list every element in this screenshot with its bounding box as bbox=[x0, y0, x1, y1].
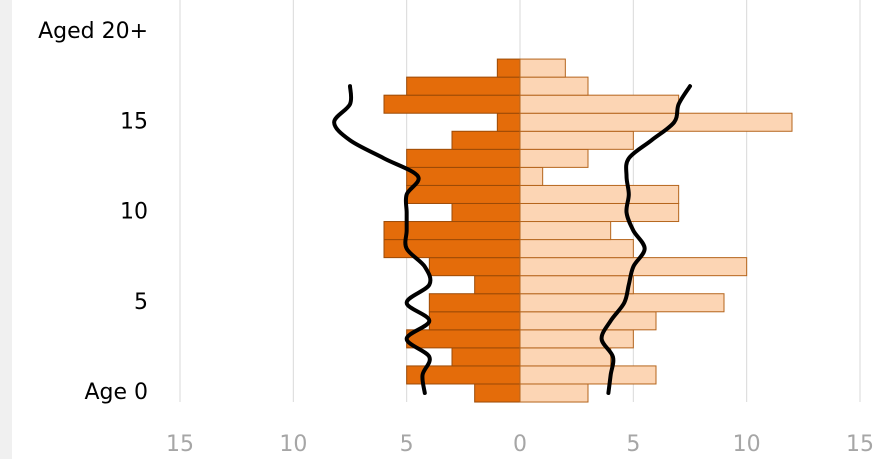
bar bbox=[406, 148, 521, 168]
bar bbox=[519, 112, 793, 132]
bar bbox=[519, 221, 612, 241]
bar bbox=[519, 184, 680, 204]
x-tick-label: 10 bbox=[733, 432, 761, 457]
bar bbox=[519, 311, 657, 331]
x-tick-label: 15 bbox=[166, 432, 194, 457]
bar bbox=[519, 130, 634, 150]
bar bbox=[519, 347, 612, 367]
bar bbox=[519, 239, 634, 259]
y-tick-label: Aged 20+ bbox=[38, 19, 148, 44]
y-tick-label: 15 bbox=[120, 109, 148, 134]
bar bbox=[519, 166, 544, 186]
x-tick-label: 0 bbox=[513, 432, 527, 457]
bar bbox=[451, 347, 521, 367]
y-tick-label: Age 0 bbox=[84, 380, 148, 405]
side-strip bbox=[0, 0, 12, 459]
bar bbox=[496, 58, 521, 78]
bar bbox=[451, 202, 521, 223]
smooth-line bbox=[599, 84, 692, 395]
bar bbox=[428, 257, 521, 277]
bar bbox=[428, 311, 521, 331]
x-tick-label: 5 bbox=[626, 432, 640, 457]
bar bbox=[519, 202, 680, 223]
bar bbox=[406, 184, 521, 204]
bar bbox=[474, 275, 521, 295]
x-tick-label: 5 bbox=[400, 432, 414, 457]
bar bbox=[474, 383, 521, 403]
bar bbox=[406, 166, 521, 186]
bar bbox=[519, 275, 634, 295]
bar bbox=[519, 94, 680, 114]
x-tick-label: 10 bbox=[279, 432, 307, 457]
bar bbox=[428, 293, 521, 313]
bar bbox=[451, 130, 521, 150]
x-tick-label: 15 bbox=[846, 432, 874, 457]
bar bbox=[519, 383, 589, 403]
smooth-line bbox=[332, 84, 433, 395]
lines bbox=[332, 84, 692, 395]
y-tick-label: 5 bbox=[134, 290, 148, 315]
bar bbox=[519, 58, 566, 78]
bar bbox=[519, 148, 589, 168]
bar bbox=[519, 329, 634, 349]
bars bbox=[383, 58, 793, 403]
bar bbox=[406, 329, 521, 349]
bar bbox=[406, 76, 521, 96]
bar bbox=[519, 365, 657, 385]
bar bbox=[383, 94, 521, 114]
bar bbox=[496, 112, 521, 132]
y-tick-label: 10 bbox=[120, 200, 148, 225]
bar bbox=[519, 76, 589, 96]
